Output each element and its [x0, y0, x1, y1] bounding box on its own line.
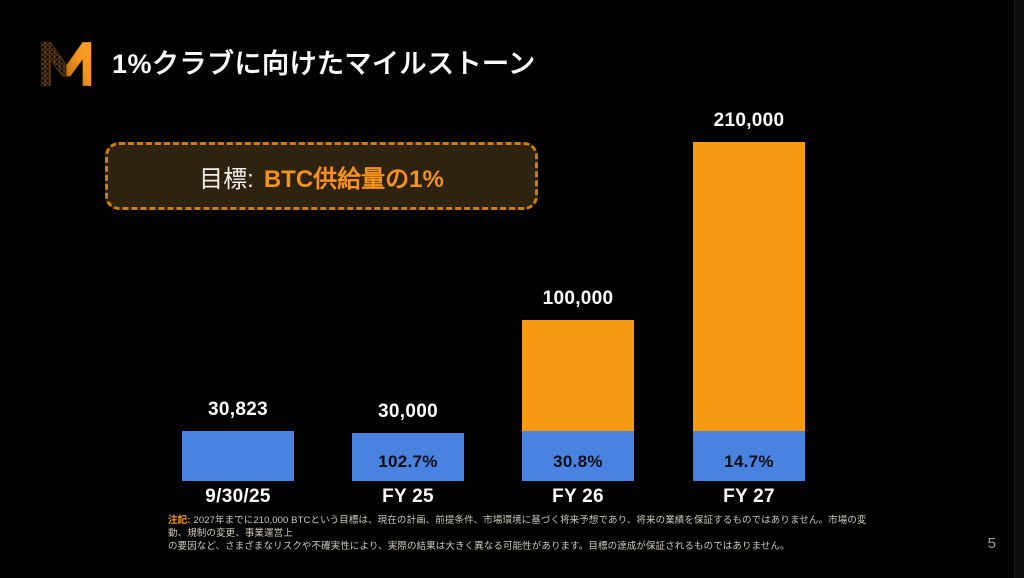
- chart-bar-group: 30,000 102.7% FY 25: [352, 401, 464, 507]
- bar-value-label: 30,823: [208, 399, 268, 421]
- bar: 102.7%: [352, 432, 464, 481]
- disclaimer-footnote: 注記: 2027年までに210,000 BTCという目標は、現在の計画、前提条件、…: [168, 514, 868, 553]
- x-axis-tick-label: FY 25: [382, 486, 434, 507]
- bar: 30.8%: [522, 319, 634, 481]
- bar-pct-label: 14.7%: [724, 452, 774, 471]
- page-number: 5: [987, 535, 996, 552]
- bar-pct-label: 102.7%: [378, 452, 438, 471]
- slide-edge-strip: [1014, 0, 1024, 578]
- x-axis-tick-label: FY 26: [552, 486, 604, 507]
- bar: 14.7%: [693, 142, 805, 481]
- goal-banner-label: 目標:: [199, 165, 254, 193]
- footnote-line1: 2027年までに210,000 BTCという目標は、現在の計画、前提条件、市場環…: [168, 515, 867, 539]
- bar-pct-label: 30.8%: [553, 452, 603, 471]
- bar-value-label: 210,000: [713, 110, 785, 132]
- metaplanet-logo-icon: [38, 40, 95, 88]
- goal-banner: 目標: BTC供給量の1%: [105, 142, 538, 210]
- footnote-label: 注記:: [168, 515, 191, 526]
- bar-segment-achieved: 30.8%: [522, 431, 634, 481]
- chart-bar-group: 100,000 30.8% FY 26: [522, 288, 634, 507]
- bar-value-label: 100,000: [542, 287, 614, 309]
- x-axis-tick-label: 9/30/25: [205, 486, 271, 507]
- chart-bar-group: 30,823 9/30/25: [182, 399, 294, 507]
- page-title: 1%クラブに向けたマイルストーン: [112, 49, 536, 79]
- bar-segment-achieved: 14.7%: [693, 431, 805, 481]
- bar: [182, 431, 294, 481]
- bar-segment-achieved: 102.7%: [352, 432, 464, 481]
- bar-segment-remaining: [693, 142, 805, 432]
- goal-banner-highlight: BTC供給量の1%: [263, 165, 444, 193]
- chart-bar-group: 210,000 14.7% FY 27: [693, 110, 805, 507]
- footnote-line2: の要因など、さまざまなリスクや不確実性により、実際の結果は大きく異なる可能性があ…: [168, 541, 790, 552]
- x-axis-tick-label: FY 27: [723, 486, 775, 507]
- bar-value-label: 30,000: [378, 400, 438, 422]
- bar-segment-achieved: [182, 431, 294, 481]
- bar-segment-remaining: [522, 319, 634, 432]
